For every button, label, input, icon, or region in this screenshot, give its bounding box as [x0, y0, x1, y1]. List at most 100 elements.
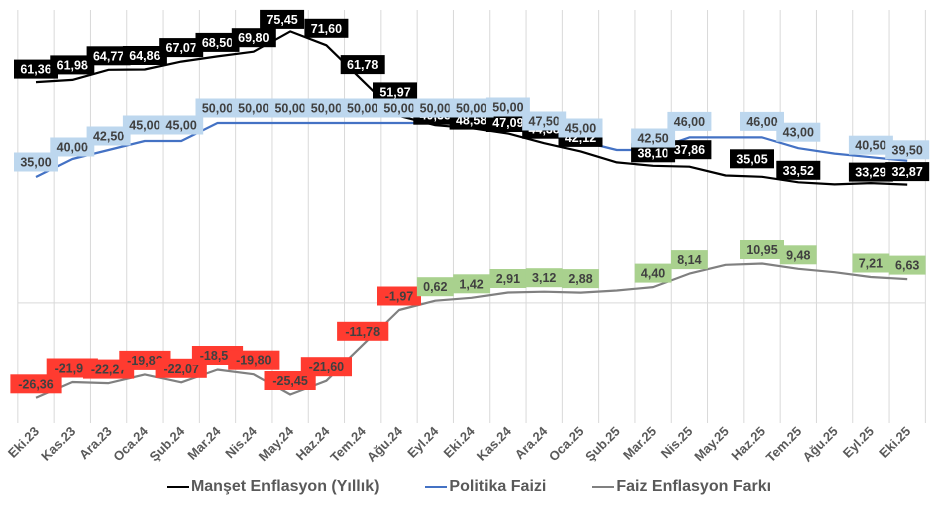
data-label-text: 47,50: [529, 115, 560, 129]
data-label-text: 7,21: [859, 257, 883, 271]
data-label-text: -21,98: [55, 362, 90, 376]
x-tick-label: Haz.25: [728, 424, 768, 464]
data-label-box: [14, 59, 58, 79]
data-label-manset-enflasyon: 67,07: [159, 38, 204, 58]
data-label-box: [631, 128, 676, 148]
legend-swatch: [425, 486, 448, 488]
data-label-box: [340, 55, 385, 75]
x-tick-label: Eki.23: [5, 424, 42, 461]
data-label-text: 50,00: [456, 102, 487, 116]
data-label-politika-faizi: 45,00: [122, 115, 167, 135]
data-label-faiz-enflasyon-farki: 0,62: [416, 277, 454, 297]
data-label-box: [122, 115, 167, 135]
data-label-text: -26,36: [18, 377, 53, 391]
data-label-text: 4,40: [641, 267, 665, 281]
data-label-box: [195, 98, 240, 118]
data-label-politika-faizi: 47,50: [522, 111, 567, 131]
data-label-box: [231, 98, 276, 118]
data-label-manset-enflasyon: 37,86: [667, 140, 712, 160]
data-label-manset-enflasyon: 75,45: [260, 9, 305, 29]
data-label-politika-faizi: 50,00: [304, 98, 349, 118]
data-label-text: 42,50: [637, 132, 668, 146]
data-label-box: [449, 98, 494, 118]
data-label-manset-enflasyon: 38,10: [631, 143, 676, 163]
data-label-manset-enflasyon: 69,80: [231, 28, 276, 48]
legend-item-faiz-enflasyon-farki[interactable]: Faiz Enflasyon Farkı: [592, 478, 771, 496]
legend-item-manset-enflasyon[interactable]: Manşet Enflasyon (Yıllık): [166, 478, 379, 496]
data-label-faiz-enflasyon-farki: -21,60: [300, 357, 352, 377]
data-label-politika-faizi: 42,50: [631, 128, 676, 148]
data-label-faiz-enflasyon-farki: -1,97: [377, 286, 421, 306]
data-label-faiz-enflasyon-farki: 1,42: [453, 274, 490, 294]
data-label-manset-enflasyon: 64,86: [122, 46, 167, 65]
data-label-manset-enflasyon: 47,09: [485, 113, 530, 132]
data-label-box: [888, 255, 926, 275]
data-label-text: 9,48: [786, 248, 810, 262]
data-label-text: 40,00: [57, 141, 88, 155]
data-label-box: [634, 263, 672, 283]
data-label-text: 47,09: [492, 116, 523, 130]
data-label-text: 6,63: [895, 259, 919, 273]
data-label-text: -21,60: [309, 360, 344, 374]
data-label-box: [413, 98, 458, 118]
data-label-text: -25,45: [272, 374, 307, 388]
data-label-box: [776, 122, 821, 142]
x-tick-label: Oca.25: [546, 424, 587, 465]
data-label-manset-enflasyon: 33,29: [848, 162, 893, 182]
data-label-text: 33,29: [855, 166, 886, 180]
x-tick-label: Eki.24: [441, 423, 479, 461]
x-tick-label: Kas.23: [38, 424, 78, 464]
data-label-faiz-enflasyon-farki: 10,95: [740, 240, 784, 259]
data-label-faiz-enflasyon-farki: 2,91: [489, 269, 527, 288]
data-label-text: 33,52: [783, 164, 814, 178]
data-label-politika-faizi: 50,00: [231, 98, 276, 118]
data-label-faiz-enflasyon-farki: 3,12: [525, 268, 563, 288]
x-tick-label: Ağu.24: [364, 423, 406, 465]
x-tick-label: Eyl.24: [404, 423, 442, 461]
x-tick-label: Şub.24: [147, 423, 188, 464]
data-label-faiz-enflasyon-farki: 8,14: [671, 250, 708, 270]
x-tick-label: Mar.24: [184, 423, 224, 463]
data-label-text: 39,50: [892, 143, 923, 157]
data-label-box: [10, 374, 62, 394]
data-label-box: [848, 135, 893, 155]
data-label-text: 50,00: [202, 102, 233, 116]
data-label-text: -19,86: [127, 354, 162, 368]
data-label-text: 50,00: [311, 102, 342, 116]
data-label-box: [730, 149, 774, 169]
data-label-faiz-enflasyon-farki: -11,78: [337, 321, 389, 341]
x-tick-label: Eyl.25: [840, 424, 877, 461]
data-label-text: 50,00: [274, 102, 305, 116]
x-tick-label: Kas.24: [474, 423, 515, 464]
legend-item-politika-faizi[interactable]: Politika Faizi: [425, 478, 546, 496]
data-label-box: [337, 321, 389, 341]
data-label-box: [522, 111, 567, 131]
data-label-text: 67,07: [166, 41, 197, 55]
x-tick-label: Ağu.25: [799, 424, 840, 465]
data-label-manset-enflasyon: 35,05: [730, 149, 774, 169]
data-label-text: 45,00: [129, 119, 160, 133]
data-label-text: 69,80: [238, 31, 269, 45]
data-label-text: 3,12: [532, 271, 556, 285]
data-label-box: [50, 137, 95, 157]
x-tick-label: Ara.23: [76, 424, 115, 463]
data-label-text: -18,50: [200, 349, 235, 363]
data-label-text: 43,00: [783, 126, 814, 140]
legend: Manşet Enflasyon (Yıllık) Politika Faizi…: [0, 478, 938, 496]
data-label-text: 71,60: [311, 22, 342, 36]
data-label-box: [885, 162, 930, 182]
data-label-politika-faizi: 43,00: [776, 122, 821, 142]
data-label-politika-faizi: 40,50: [848, 135, 893, 155]
data-label-box: [562, 269, 599, 289]
data-label-text: -11,78: [345, 325, 380, 339]
data-label-text: 61,78: [347, 58, 378, 72]
x-tick-label: Nis.24: [222, 423, 260, 461]
data-label-text: 46,00: [746, 115, 777, 129]
data-label-text: 10,95: [746, 243, 777, 257]
data-label-text: 46,00: [674, 115, 705, 129]
x-tick-label: Ara.24: [512, 423, 551, 462]
data-label-politika-faizi: 50,00: [377, 98, 421, 118]
x-tick-label: Oca.24: [110, 423, 151, 464]
data-label-politika-faizi: 35,00: [14, 152, 58, 172]
data-label-box: [740, 111, 784, 131]
